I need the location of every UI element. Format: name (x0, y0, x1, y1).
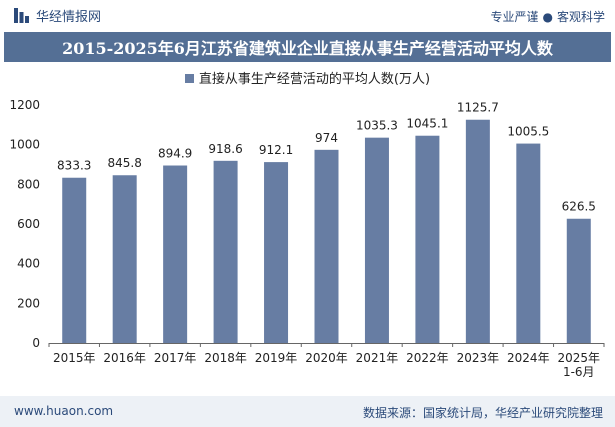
x-tick-label: 2018年 (204, 351, 247, 365)
chart-title-bar: 2015-2025年6月江苏省建筑业企业直接从事生产经营活动平均人数 (4, 32, 611, 62)
chart-legend: 直接从事生产经营活动的平均人数(万人) (0, 68, 615, 87)
footer-source: 数据来源：国家统计局，华经产业研究院整理 (362, 406, 603, 420)
bar (516, 143, 541, 343)
bar-value-label: 912.1 (259, 143, 293, 157)
x-tick-label: 2022年 (406, 351, 449, 365)
bar (314, 149, 339, 343)
y-tick-label: 600 (17, 217, 40, 231)
brand: 华经情报网 (13, 6, 101, 25)
x-tick-label: 2025年 1-6月 (557, 351, 600, 379)
x-tick-label: 2021年 (356, 351, 399, 365)
brand-logo-icon (13, 7, 30, 24)
bar (264, 162, 289, 343)
bar-value-label: 1035.3 (356, 119, 398, 133)
bar-value-label: 1125.7 (457, 101, 499, 115)
bar (364, 137, 389, 343)
top-header: 华经情报网 专业严谨 ● 客观科学 (0, 0, 615, 32)
x-tick-label: 2015年 (53, 351, 96, 365)
x-tick-label: 2024年 (507, 351, 550, 365)
bar (213, 160, 238, 343)
bar-value-label: 845.8 (108, 156, 142, 170)
bar-value-label: 1045.1 (406, 117, 448, 131)
bar (465, 119, 490, 343)
bar-value-label: 1005.5 (507, 125, 549, 139)
x-tick-label: 2020年 (305, 351, 348, 365)
x-tick-label: 2019年 (255, 351, 298, 365)
legend-swatch (184, 74, 194, 83)
slogan-right: 客观科学 (556, 10, 605, 24)
bar (112, 175, 137, 343)
bar (415, 135, 440, 343)
y-tick-label: 1200 (9, 98, 40, 112)
slogan-left: 专业严谨 (490, 10, 539, 24)
y-tick-label: 200 (17, 296, 40, 310)
chart-title: 2015-2025年6月江苏省建筑业企业直接从事生产经营活动平均人数 (62, 39, 553, 58)
legend-label: 直接从事生产经营活动的平均人数(万人) (198, 72, 431, 87)
x-tick-label: 2023年 (457, 351, 500, 365)
y-tick-label: 800 (17, 177, 40, 191)
x-tick-label: 2017年 (154, 351, 197, 365)
slogan: 专业严谨 ● 客观科学 (490, 8, 605, 25)
x-tick-label: 2016年 (103, 351, 146, 365)
bar-value-label: 626.5 (562, 200, 596, 214)
slogan-separator: ● (542, 10, 553, 24)
y-tick-label: 0 (32, 336, 40, 350)
bar-value-label: 894.9 (158, 147, 192, 161)
bar-value-label: 833.3 (57, 159, 91, 173)
bar-value-label: 918.6 (208, 142, 242, 156)
brand-name: 华经情报网 (36, 10, 102, 25)
bar (566, 218, 591, 343)
bar-value-label: 974 (315, 131, 338, 145)
bar-chart: 0 200 400 600 800 1000 1200 833.3 2015年 845.8 2016… (9, 98, 605, 379)
bar (62, 177, 87, 343)
y-tick-label: 1000 (9, 138, 40, 152)
footer-website: www.huaon.com (14, 404, 114, 418)
bar (163, 165, 188, 343)
footer: www.huaon.com 数据来源：国家统计局，华经产业研究院整理 (0, 396, 615, 427)
y-tick-label: 400 (17, 257, 40, 271)
